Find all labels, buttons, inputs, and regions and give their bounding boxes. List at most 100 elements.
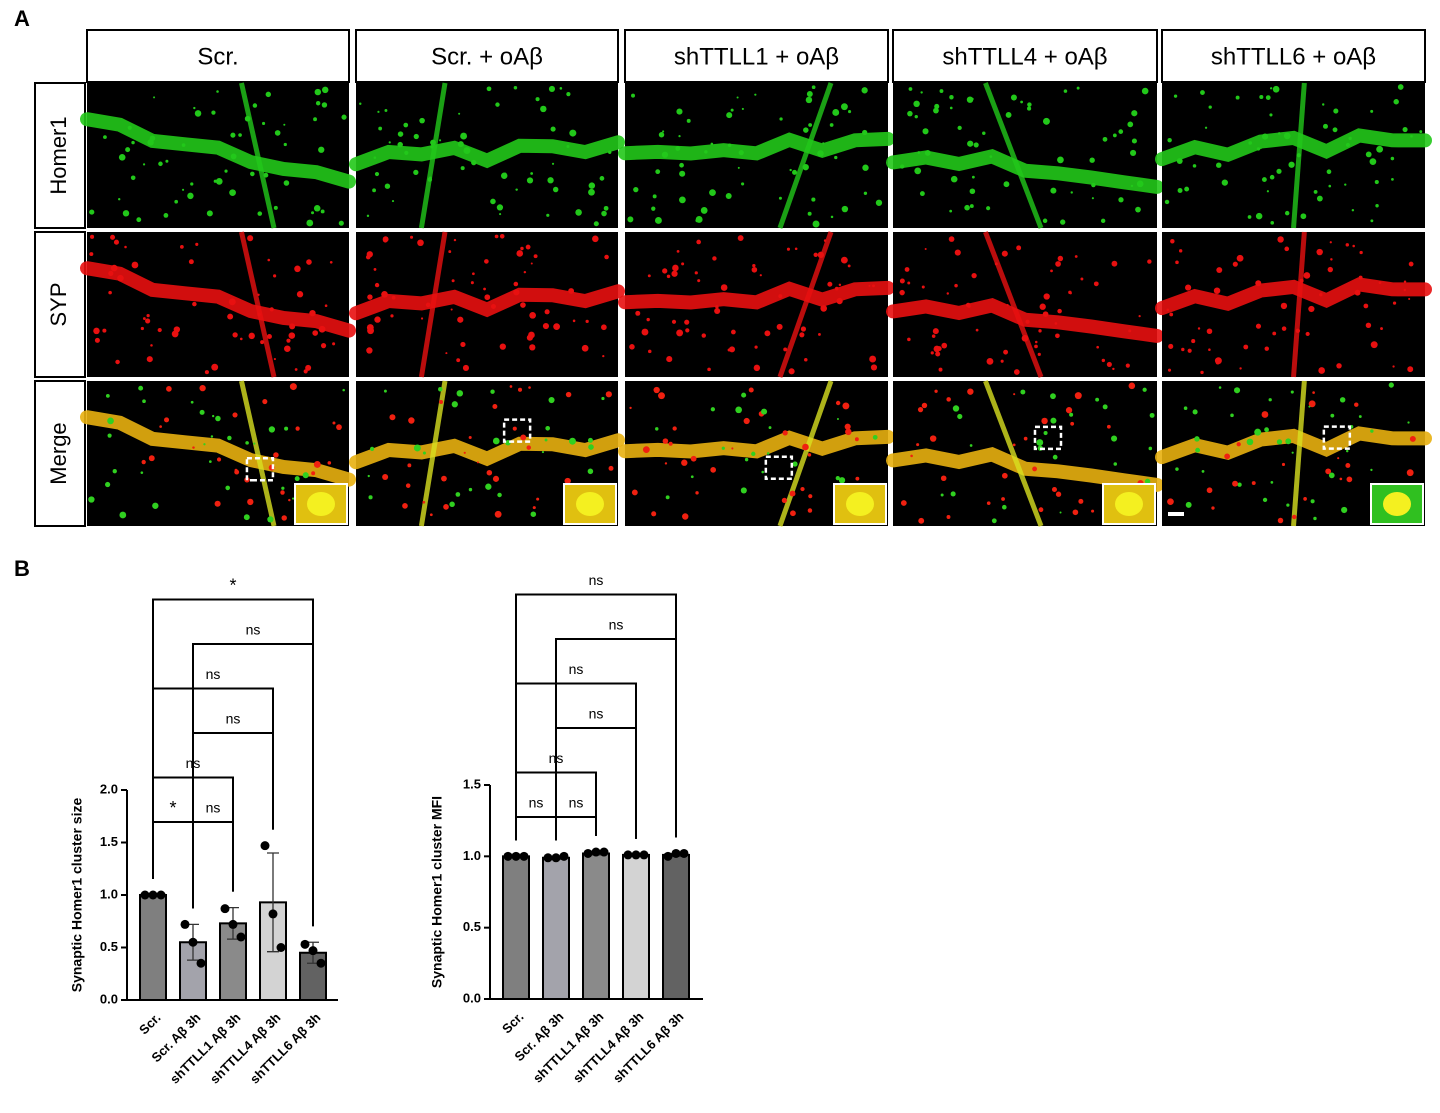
puncta (1050, 269, 1053, 273)
puncta (766, 452, 770, 455)
puncta (697, 279, 701, 283)
puncta (174, 199, 179, 204)
puncta (1285, 438, 1292, 445)
puncta (1345, 463, 1351, 468)
puncta (1051, 486, 1057, 493)
puncta (1270, 481, 1274, 484)
puncta (1346, 476, 1353, 483)
column-header-box (624, 29, 889, 83)
puncta (1034, 340, 1038, 344)
puncta (257, 211, 263, 216)
dendrite (418, 231, 448, 378)
puncta (994, 262, 998, 266)
puncta (971, 97, 974, 101)
data-point (220, 904, 230, 914)
puncta (368, 495, 373, 500)
puncta (374, 171, 380, 177)
puncta (735, 406, 742, 414)
puncta (90, 234, 95, 239)
puncta (1130, 184, 1134, 188)
puncta (195, 242, 199, 246)
puncta (530, 172, 534, 175)
puncta (470, 281, 474, 285)
puncta (1147, 259, 1152, 264)
puncta (492, 475, 500, 482)
puncta (1300, 213, 1307, 220)
puncta (439, 400, 444, 405)
puncta (862, 129, 868, 136)
puncta (603, 205, 609, 211)
puncta (142, 163, 146, 166)
puncta (468, 487, 473, 492)
puncta (532, 506, 536, 510)
puncta (830, 215, 834, 219)
significance-label: * (169, 798, 176, 818)
puncta (967, 388, 974, 395)
puncta (244, 115, 251, 122)
puncta (1419, 130, 1423, 134)
puncta (847, 264, 851, 268)
puncta (430, 145, 434, 149)
puncta (1206, 328, 1213, 335)
puncta (1407, 421, 1410, 424)
puncta (599, 176, 605, 181)
puncta (939, 89, 944, 93)
puncta (1013, 393, 1016, 396)
y-tick-label: 2.0 (100, 781, 118, 796)
y-axis-label: Synaptic Homer1 cluster MFI (429, 796, 445, 988)
puncta (1378, 281, 1382, 285)
puncta (822, 142, 825, 145)
significance-label: ns (589, 706, 604, 722)
significance-bracket (152, 598, 314, 927)
puncta (547, 177, 554, 184)
puncta (1013, 369, 1020, 375)
puncta (460, 341, 466, 348)
puncta (302, 472, 309, 479)
data-point (551, 853, 561, 863)
puncta (672, 264, 679, 272)
puncta (483, 287, 486, 291)
puncta (1254, 428, 1262, 436)
puncta (841, 103, 848, 111)
puncta (1055, 261, 1061, 267)
puncta (969, 204, 974, 209)
puncta (817, 251, 825, 259)
puncta (1312, 391, 1315, 394)
puncta (499, 213, 502, 216)
puncta (1319, 293, 1323, 297)
puncta (1111, 435, 1118, 442)
dendrite (886, 447, 1164, 492)
puncta (1187, 348, 1192, 353)
puncta (1303, 272, 1311, 279)
puncta (587, 437, 593, 443)
puncta (986, 206, 991, 211)
puncta (668, 441, 673, 446)
puncta (585, 319, 589, 324)
puncta (948, 236, 955, 242)
puncta (789, 490, 796, 497)
puncta (107, 417, 114, 425)
puncta (232, 412, 238, 418)
puncta (1167, 498, 1174, 506)
puncta (1036, 439, 1044, 446)
micrograph (80, 82, 356, 229)
puncta (1286, 503, 1290, 507)
puncta (542, 322, 550, 330)
puncta (503, 172, 507, 176)
puncta (950, 491, 956, 497)
puncta (1215, 360, 1220, 365)
puncta (783, 347, 788, 352)
puncta (115, 359, 120, 365)
puncta (289, 323, 296, 330)
puncta (284, 426, 289, 431)
puncta (836, 418, 839, 421)
puncta (1291, 451, 1294, 454)
puncta (388, 141, 391, 144)
puncta (180, 244, 184, 249)
puncta (605, 391, 612, 398)
puncta (807, 508, 813, 513)
puncta (1328, 184, 1332, 188)
puncta (813, 252, 818, 257)
puncta (1255, 280, 1262, 287)
puncta (341, 114, 347, 120)
